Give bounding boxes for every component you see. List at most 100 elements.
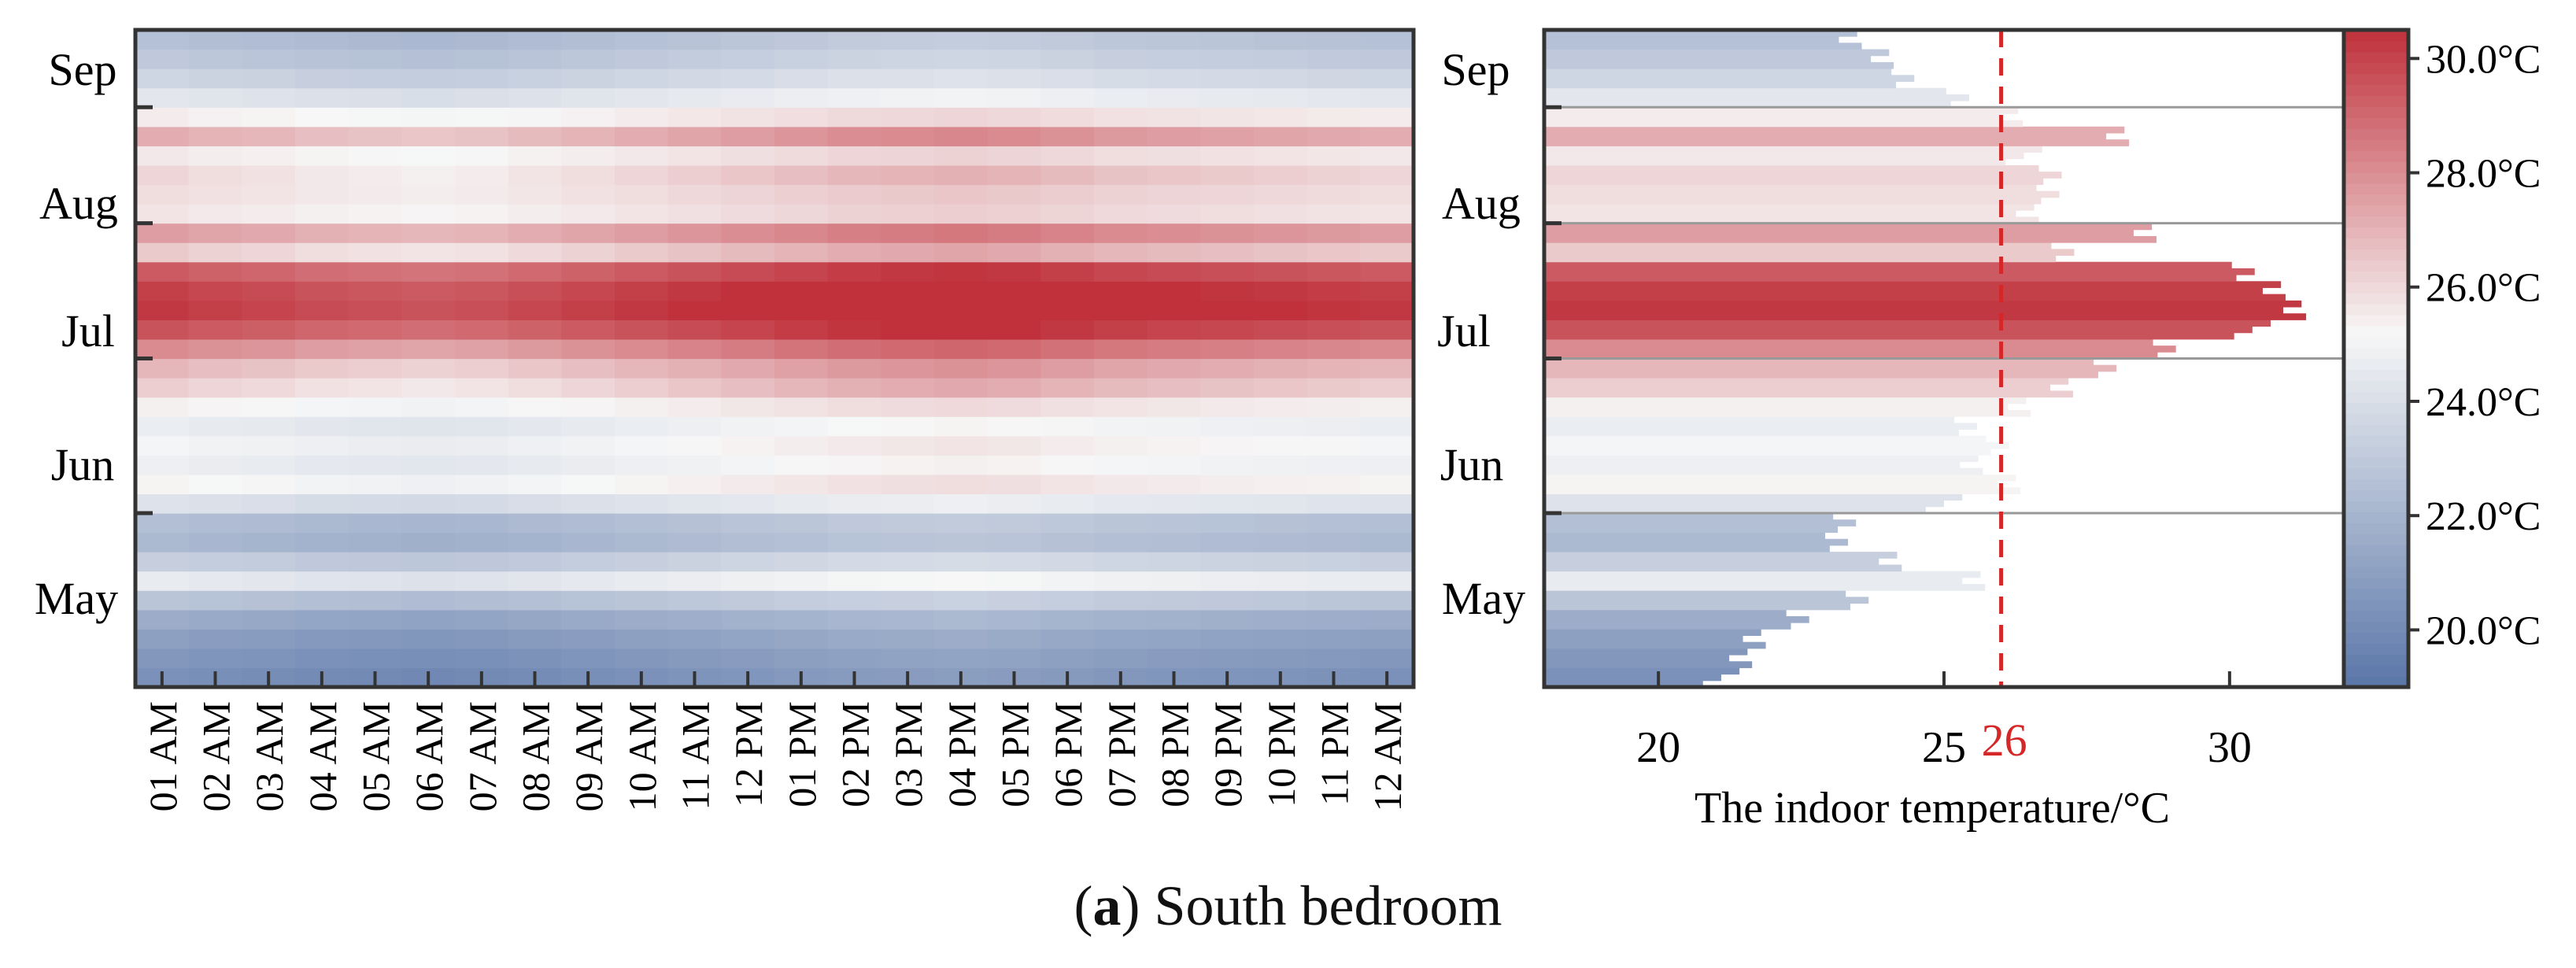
histogram-bar [1544,146,2042,153]
heatmap-cell [987,609,1041,630]
heatmap-cell [1200,474,1255,495]
heatmap-cell [1360,126,1414,146]
heatmap-cell [1040,474,1095,495]
heatmap-cell [1306,435,1361,456]
heatmap-cell [508,590,562,611]
heatmap-cell [987,164,1041,186]
heatmap-cell [881,571,935,591]
heatmap-cell [721,184,775,205]
heatmap-cell [242,378,296,398]
heatmap-cell [987,223,1041,243]
heatmap-cell [401,242,456,263]
histogram-bar [1544,326,2253,334]
heatmap-cell [348,68,402,89]
heatmap-cell [1254,397,1308,417]
colorbar-segment [2344,434,2408,447]
heatmap-cell [188,358,242,379]
histogram-bar [1544,623,1791,630]
heatmap-cell [508,87,562,108]
heatmap-cell [1147,68,1201,89]
heatmap-cell [135,242,190,263]
histogram-bar [1544,242,2052,249]
heatmap-cell [615,629,669,649]
heatmap-cell [1200,397,1255,417]
heatmap-cell [987,416,1041,437]
heatmap-cell [827,435,881,456]
heatmap-cell [1040,609,1095,630]
heatmap-cell [135,455,190,475]
heatmap-cell [508,146,562,166]
colorbar-segment [2344,599,2408,611]
heatmap-cell [188,30,242,50]
histogram-bar [1544,435,1987,443]
heatmap-cell [667,320,722,340]
heatmap-cell [508,358,562,379]
heatmap-cell [401,338,456,360]
heatmap-cell [455,68,509,89]
heatmap-cell [987,648,1041,669]
heatmap-cell [1360,204,1414,224]
heatmap-cell [827,455,881,475]
heatmap-cell [1360,455,1414,475]
heatmap-cell [1200,571,1255,591]
heatmap-cell [721,338,775,360]
heatmap-cell [827,164,881,186]
heatmap-cell [1360,223,1414,243]
heatmap-cell [934,281,989,301]
heatmap-cell [615,397,669,417]
heatmap-cell [455,648,509,669]
heatmap-x-tick-label: 04 AM [301,701,345,811]
histogram-bar [1544,164,2039,172]
heatmap-cell [561,648,615,669]
heatmap-cell [1094,455,1148,475]
heatmap-cell [1040,552,1095,572]
heatmap-cell [615,184,669,205]
heatmap-cell [934,261,989,282]
heatmap-cell [1306,146,1361,166]
colorbar-segment [2344,271,2408,283]
heatmap-cell [721,49,775,69]
histogram-bar [1544,352,2158,359]
heatmap-cell [401,107,456,127]
heatmap-cell [561,223,615,243]
heatmap-cell [1040,184,1095,205]
heatmap-cell [508,512,562,534]
heatmap-cell [401,358,456,379]
heatmap-cell [827,397,881,417]
heatmap-cell [295,378,349,398]
heatmap-cell [774,242,829,263]
heatmap-cell [774,300,829,320]
heatmap-cell [1360,184,1414,205]
heatmap-cell [242,320,296,340]
heatmap-cell [561,281,615,301]
heatmap-cell [1200,552,1255,572]
heatmap-cell [987,590,1041,611]
heatmap-cell [881,609,935,630]
heatmap-cell [934,164,989,186]
heatmap-cell [1360,358,1414,379]
heatmap-cell [987,87,1041,108]
heatmap-cell [934,455,989,475]
heatmap-cell [615,338,669,360]
colorbar-segment [2344,303,2408,316]
histogram-bar [1544,500,1944,508]
heatmap-cell [881,49,935,69]
heatmap-cell [615,416,669,437]
colorbar-segment [2344,456,2408,469]
heatmap-cell [1306,571,1361,591]
heatmap-cell [1147,435,1201,456]
heatmap-cell [721,204,775,224]
heatmap-cell [827,242,881,263]
heatmap-cell [295,300,349,320]
heatmap-cell [987,30,1041,50]
heatmap-cell [348,552,402,572]
heatmap-cell [561,126,615,146]
heatmap-cell [774,164,829,186]
heatmap-cell [1094,300,1148,320]
histogram-bar [1544,455,1979,462]
heatmap-cell [348,512,402,534]
histogram-bar [1544,506,1926,514]
heatmap-cell [1306,107,1361,127]
heatmap-cell [508,474,562,495]
heatmap-cell [295,223,349,243]
